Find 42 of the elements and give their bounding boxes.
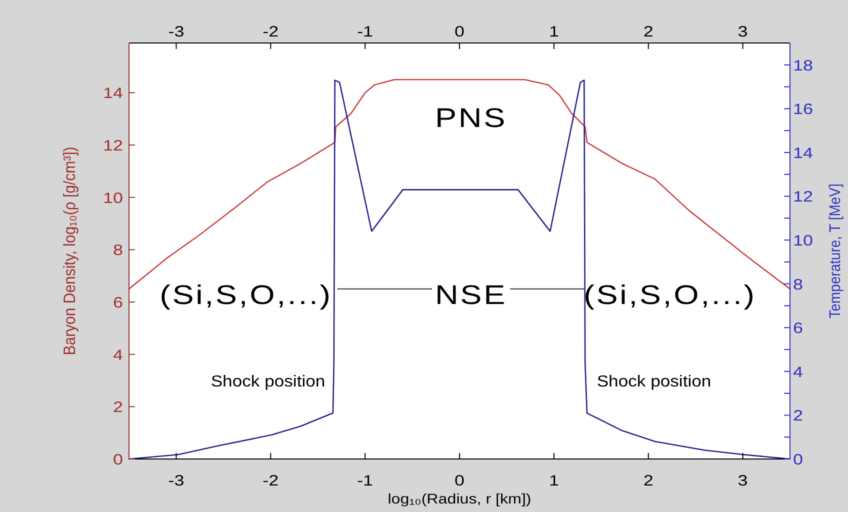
- y2-tick-label: 14: [793, 144, 813, 162]
- y2-tick-label: 0: [793, 450, 803, 468]
- y2-tick-label: 16: [793, 100, 813, 118]
- line-series: [128, 80, 791, 460]
- x2-tick-label: 2: [643, 471, 654, 489]
- x2-tick-label: -2: [262, 471, 279, 489]
- y-tick-label: 0: [113, 450, 123, 468]
- y2-tick-label: 18: [793, 56, 813, 74]
- y2-tick-label: 10: [793, 231, 813, 249]
- y2-tick-label: 8: [793, 275, 803, 292]
- annotation: PNS: [434, 103, 508, 133]
- y-tick-label: 10: [103, 188, 123, 206]
- y2-axis-title: Temperature, T [MeV]: [828, 184, 844, 318]
- annotation: (Si,S,O,...): [584, 280, 756, 310]
- x-tick-label: 3: [738, 22, 748, 40]
- x-axis-title: log₁₀(Radius, r [km]): [388, 491, 532, 507]
- y-axis-title: Baryon Density, log₁₀(ρ [g/cm³]): [61, 146, 79, 356]
- x-tick-label: -1: [357, 22, 374, 40]
- x2-tick-label: 3: [738, 471, 748, 489]
- annotation: (Si,S,O,...): [160, 280, 332, 310]
- x2-tick-label: 1: [548, 471, 559, 489]
- x-tick-label: 2: [643, 22, 654, 40]
- x2-tick-label: -3: [168, 471, 184, 489]
- y-tick-label: 2: [113, 398, 123, 416]
- y-tick-label: 6: [113, 293, 123, 311]
- y-tick-label: 12: [103, 136, 123, 154]
- annotation: Shock position: [210, 372, 326, 390]
- annotation: NSE: [434, 280, 508, 310]
- x-tick-label: 0: [454, 22, 464, 40]
- y2-tick-label: 2: [793, 406, 803, 424]
- y-tick-label: 8: [113, 241, 123, 258]
- y-tick-label: 4: [113, 346, 123, 363]
- y2-tick-label: 12: [793, 188, 813, 205]
- x-tick-label: 1: [548, 22, 559, 40]
- annotation: Shock position: [596, 372, 712, 390]
- x-tick-label: -3: [168, 22, 184, 40]
- x-tick-label: -2: [262, 22, 279, 40]
- y-tick-label: 14: [103, 84, 123, 102]
- x2-tick-label: 0: [454, 471, 464, 489]
- x2-tick-label: -1: [357, 471, 374, 489]
- y2-tick-label: 6: [793, 319, 803, 336]
- y2-tick-label: 4: [793, 362, 803, 380]
